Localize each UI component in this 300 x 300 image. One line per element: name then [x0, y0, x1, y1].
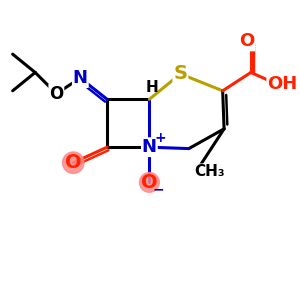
Text: O: O	[239, 32, 254, 50]
Circle shape	[62, 152, 84, 173]
Text: O: O	[65, 153, 82, 172]
Circle shape	[140, 172, 159, 192]
Text: CH₃: CH₃	[195, 164, 225, 179]
Text: N: N	[73, 69, 88, 87]
Text: OH: OH	[267, 75, 298, 93]
Text: H: H	[145, 80, 158, 95]
Text: O: O	[49, 85, 64, 103]
Text: −: −	[153, 182, 164, 197]
Text: +: +	[154, 131, 166, 145]
Text: N: N	[142, 138, 157, 156]
Text: S: S	[173, 64, 188, 83]
Text: O: O	[141, 173, 158, 192]
